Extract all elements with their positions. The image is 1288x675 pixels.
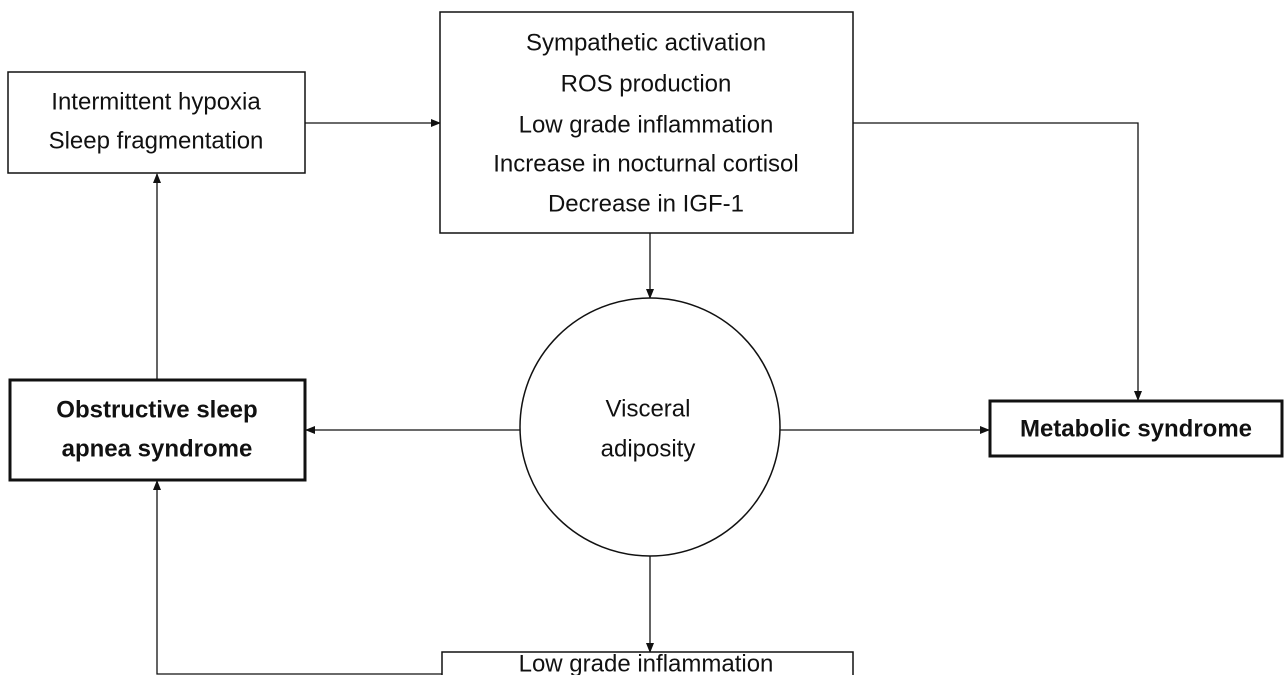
arrow [853,122,1142,401]
node-label: Sympathetic activation [526,29,766,56]
node-box [8,378,307,482]
node-label: Low grade inflammation [519,111,774,138]
node-label: Sleep fragmentation [49,127,264,154]
node-label: Intermittent hypoxia [51,88,261,115]
node-label: Low grade inflammation [519,650,774,675]
node-label: Increase in nocturnal cortisol [493,150,798,177]
node-label: adiposity [601,435,696,462]
node-circle [519,297,781,557]
node-box [7,71,306,174]
node-box [439,11,854,234]
arrow [153,480,442,675]
node-box [988,399,1284,458]
node-label: Metabolic syndrome [1020,415,1252,442]
node-label: Decrease in IGF-1 [548,190,744,217]
node-label: Visceral [606,395,691,422]
node-label: ROS production [561,70,732,97]
node-label: apnea syndrome [62,435,253,462]
node-box [441,651,854,675]
node-label: Obstructive sleep [56,396,257,423]
